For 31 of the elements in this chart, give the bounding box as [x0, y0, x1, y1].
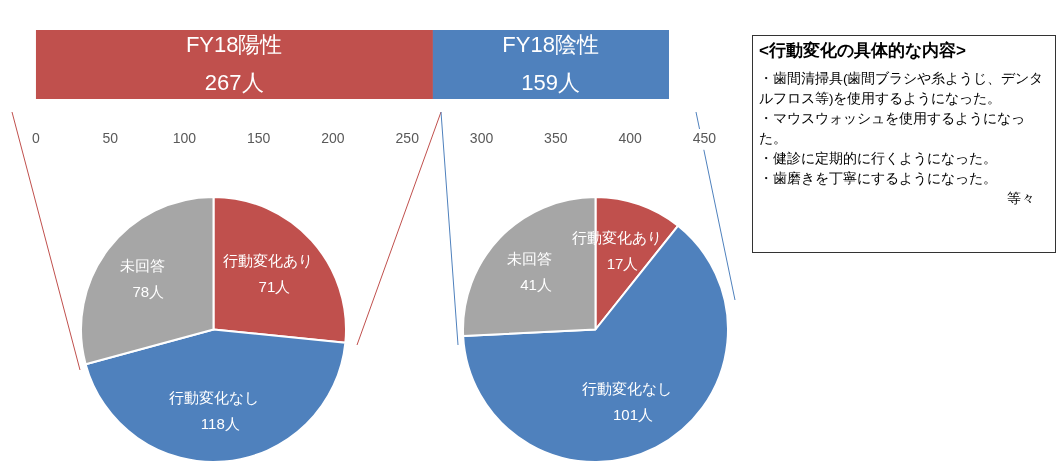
data-label: 17人 [606, 255, 639, 273]
x-tick-label: 450 [692, 130, 717, 147]
data-label: 78人 [132, 282, 165, 300]
x-tick-label: 300 [469, 130, 494, 147]
x-tick-label: 250 [395, 130, 420, 147]
data-label: 71人 [258, 277, 291, 295]
data-label: 267人 [204, 69, 264, 95]
x-tick-label: 50 [102, 130, 119, 147]
slice-label: 行動変化あり [223, 251, 314, 269]
data-label: 118人 [200, 414, 240, 432]
text: ・マウスウォッシュを使用するようになった。 [759, 110, 1026, 148]
text: ・歯磨きを丁寧にするようになった。 [759, 170, 998, 188]
x-tick-label: 150 [247, 130, 271, 147]
text: ・健診に定期的に行くようになった。 [759, 150, 998, 168]
text: <行動変化の具体的な内容> [759, 41, 967, 61]
data-label: 41人 [520, 276, 552, 293]
text: 等々 [1006, 190, 1036, 208]
x-tick-label: 200 [321, 130, 345, 147]
data-label: 159人 [521, 69, 580, 95]
x-tick-label: 350 [544, 130, 568, 147]
data-label: 101人 [613, 405, 654, 423]
x-tick-label: 400 [618, 130, 642, 147]
x-tick-label: 100 [172, 130, 197, 147]
series-label: FY18陽性 [185, 31, 283, 57]
slice-label: 未回答 [507, 250, 553, 267]
slice-label: 行動変化なし [582, 379, 673, 397]
text: ・歯間清掃具(歯間ブラシや糸ようじ、デンタルフロス等)を使用するようになった。 [759, 70, 1045, 108]
slice-label: 未回答 [119, 256, 165, 274]
x-tick-label: 0 [31, 130, 40, 147]
series-label: FY18陰性 [502, 31, 599, 57]
slice-label: 行動変化なし [169, 388, 260, 406]
